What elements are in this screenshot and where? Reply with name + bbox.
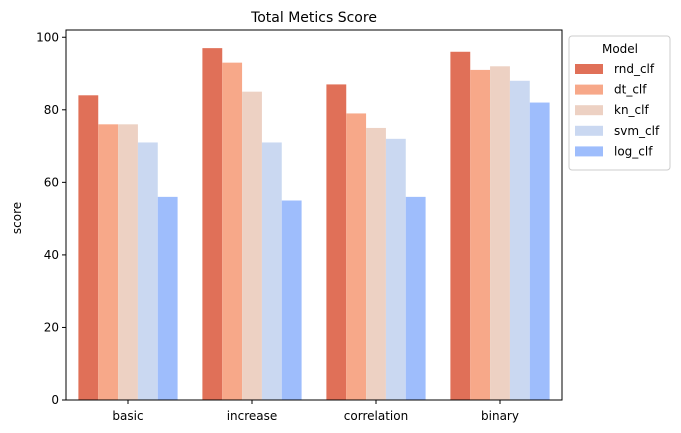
legend-items: rnd_clf dt_clf kn_clf svm_clf log_clf: [575, 62, 660, 158]
legend-label-kn_clf: kn_clf: [614, 103, 649, 117]
bar-svm_clf-binary: [509, 80, 530, 401]
bar-log_clf-correlation: [405, 196, 426, 400]
x-tick-label: correlation: [344, 409, 408, 423]
legend-label-svm_clf: svm_clf: [614, 124, 660, 138]
legend-swatch-dt_clf: [575, 84, 603, 95]
bar-dt_clf-basic: [98, 124, 119, 401]
y-tick-label: 100: [36, 30, 59, 44]
bar-kn_clf-correlation: [366, 127, 386, 401]
legend-title: Model: [602, 42, 638, 56]
y-axis-label: score: [10, 202, 24, 234]
bar-dt_clf-increase: [222, 62, 243, 400]
y-tick-label: 20: [44, 320, 59, 334]
bar-dt_clf-binary: [470, 69, 491, 400]
y-tick-label: 60: [44, 175, 59, 189]
bars: [78, 48, 550, 401]
legend-label-log_clf: log_clf: [614, 144, 653, 158]
legend: Model rnd_clf dt_clf kn_clf svm_clf log_clf: [568, 35, 671, 171]
bar-rnd_clf-basic: [78, 95, 99, 400]
x-tick-label: binary: [481, 409, 519, 423]
y-tick-label: 40: [44, 248, 59, 262]
legend-label-dt_clf: dt_clf: [614, 83, 647, 97]
y-tick-label: 80: [44, 103, 59, 117]
plot-frame: [65, 29, 563, 401]
legend-swatch-rnd_clf: [575, 64, 603, 74]
bar-svm_clf-correlation: [385, 138, 406, 400]
bar-svm_clf-increase: [261, 142, 282, 400]
bar-kn_clf-basic: [118, 124, 138, 401]
bar-log_clf-basic: [157, 196, 178, 400]
legend-swatch-svm_clf: [575, 125, 603, 136]
legend-swatch-kn_clf: [575, 105, 603, 116]
bar-svm_clf-basic: [137, 142, 158, 400]
chart-title: Total Metics Score: [250, 10, 377, 26]
x-axis: basic increase correlation binary: [112, 400, 519, 423]
y-tick-label: 0: [51, 393, 59, 407]
bar-rnd_clf-correlation: [326, 84, 347, 400]
x-tick-label: basic: [112, 409, 143, 423]
legend-label-rnd_clf: rnd_clf: [614, 62, 655, 76]
y-axis: 0 20 40 60 80 100: [36, 30, 66, 407]
legend-swatch-log_clf: [575, 146, 603, 157]
x-tick-label: increase: [227, 409, 278, 423]
bar-kn_clf-binary: [490, 66, 510, 401]
bar-log_clf-binary: [529, 102, 550, 401]
bar-log_clf-increase: [281, 200, 302, 400]
bar-dt_clf-correlation: [346, 113, 367, 401]
bar-rnd_clf-increase: [202, 48, 223, 400]
bar-kn_clf-increase: [242, 91, 262, 401]
bar-rnd_clf-binary: [450, 51, 471, 400]
